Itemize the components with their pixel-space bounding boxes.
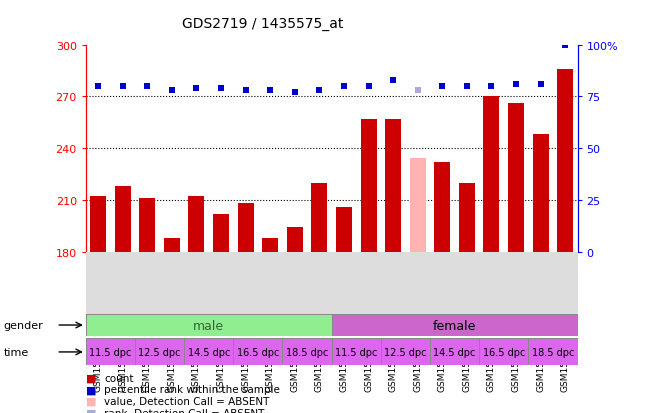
- Text: 12.5 dpc: 12.5 dpc: [139, 347, 181, 357]
- Point: [511, 81, 521, 88]
- Text: 14.5 dpc: 14.5 dpc: [434, 347, 476, 357]
- Text: ■: ■: [86, 396, 96, 406]
- Text: ■: ■: [86, 408, 96, 413]
- Bar: [262, 238, 278, 252]
- Text: ■: ■: [86, 385, 96, 394]
- Text: percentile rank within the sample: percentile rank within the sample: [104, 385, 280, 394]
- Point: [388, 77, 399, 84]
- Bar: [332, 339, 381, 366]
- Bar: [139, 199, 155, 252]
- Bar: [287, 228, 303, 252]
- Bar: [459, 183, 475, 252]
- Text: 16.5 dpc: 16.5 dpc: [237, 347, 279, 357]
- Text: rank, Detection Call = ABSENT: rank, Detection Call = ABSENT: [104, 408, 265, 413]
- Point: [142, 83, 152, 90]
- Point: [535, 81, 546, 88]
- Point: [93, 83, 104, 90]
- Text: 11.5 dpc: 11.5 dpc: [335, 347, 378, 357]
- Bar: [115, 187, 131, 252]
- Bar: [86, 339, 135, 366]
- Bar: [135, 339, 184, 366]
- Point: [437, 83, 447, 90]
- Point: [117, 83, 128, 90]
- Point: [412, 88, 423, 94]
- Point: [216, 85, 226, 92]
- Bar: [479, 339, 529, 366]
- Point: [191, 85, 202, 92]
- Text: GDS2719 / 1435575_at: GDS2719 / 1435575_at: [182, 17, 343, 31]
- Text: 16.5 dpc: 16.5 dpc: [482, 347, 525, 357]
- Bar: [508, 104, 524, 252]
- Bar: [213, 214, 229, 252]
- Bar: [533, 135, 548, 252]
- Bar: [164, 238, 180, 252]
- Point: [265, 88, 275, 94]
- Bar: [410, 159, 426, 252]
- Point: [363, 83, 374, 90]
- Bar: [238, 204, 253, 252]
- Text: 12.5 dpc: 12.5 dpc: [384, 347, 426, 357]
- Point: [166, 88, 177, 94]
- Bar: [381, 339, 430, 366]
- Point: [240, 88, 251, 94]
- Bar: [234, 339, 282, 366]
- Bar: [86, 314, 332, 337]
- Point: [290, 90, 300, 96]
- Bar: [189, 197, 205, 252]
- Point: [339, 83, 349, 90]
- Text: 11.5 dpc: 11.5 dpc: [89, 347, 131, 357]
- Point: [486, 83, 497, 90]
- Text: gender: gender: [3, 320, 43, 330]
- Text: 18.5 dpc: 18.5 dpc: [532, 347, 574, 357]
- Text: 18.5 dpc: 18.5 dpc: [286, 347, 328, 357]
- Text: 14.5 dpc: 14.5 dpc: [187, 347, 230, 357]
- Text: male: male: [193, 319, 224, 332]
- Bar: [434, 162, 450, 252]
- Bar: [529, 339, 578, 366]
- Bar: [282, 339, 332, 366]
- Text: female: female: [433, 319, 477, 332]
- Bar: [430, 339, 479, 366]
- Text: ■: ■: [86, 373, 96, 383]
- Bar: [90, 197, 106, 252]
- Point: [560, 42, 570, 49]
- Bar: [336, 207, 352, 252]
- Bar: [484, 97, 500, 252]
- Text: value, Detection Call = ABSENT: value, Detection Call = ABSENT: [104, 396, 270, 406]
- Bar: [557, 69, 573, 252]
- Point: [314, 88, 325, 94]
- Bar: [184, 339, 234, 366]
- Text: time: time: [3, 347, 28, 357]
- Point: [461, 83, 472, 90]
- Bar: [312, 183, 327, 252]
- Bar: [360, 119, 376, 252]
- Bar: [385, 119, 401, 252]
- Bar: [332, 314, 578, 337]
- Text: count: count: [104, 373, 134, 383]
